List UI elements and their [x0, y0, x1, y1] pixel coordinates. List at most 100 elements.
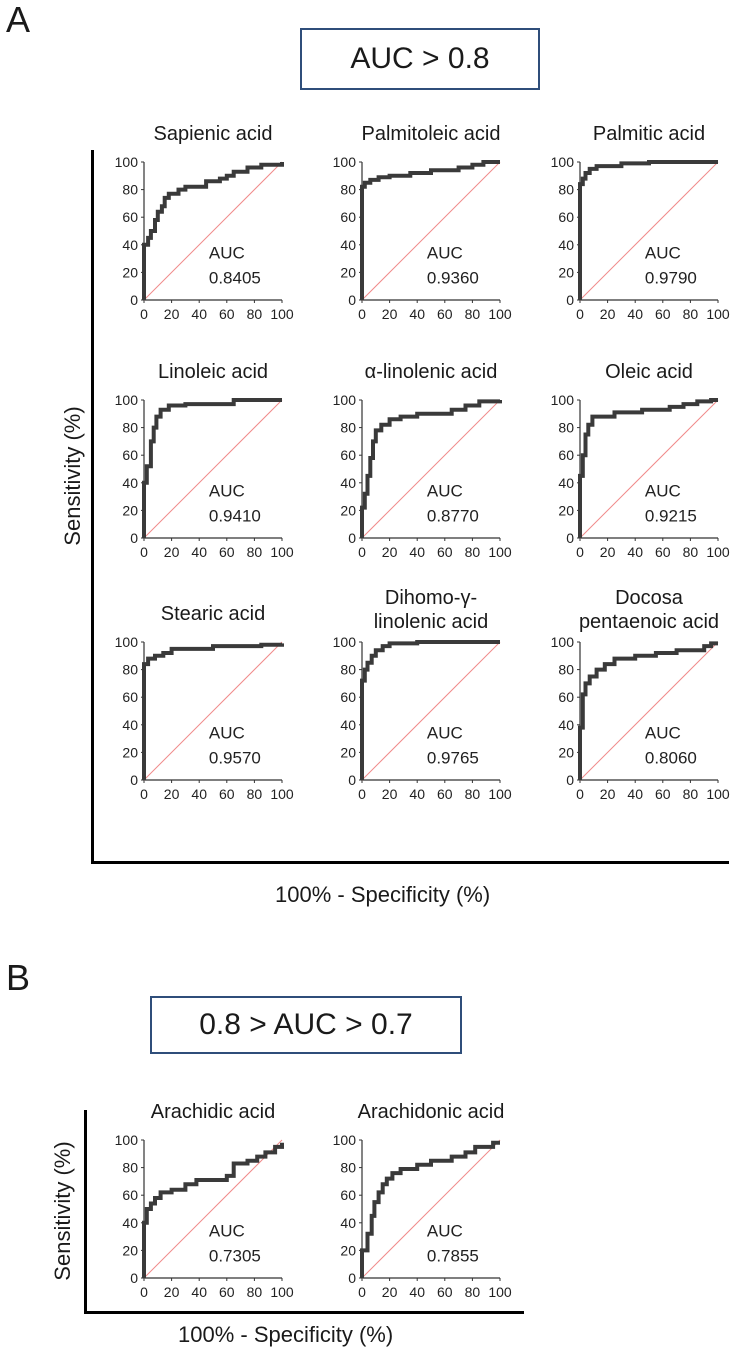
y-tick-label: 80	[340, 420, 356, 436]
y-tick-label: 20	[340, 744, 356, 760]
plot-area: 00 20 20 40 40 60 60 80 80 100 100 AUC 0.8770	[333, 392, 512, 560]
plot-area: 00 20 20 40 40 60 60 80 80 100 100 AUC 0.9765	[333, 634, 512, 802]
y-tick-label: 20	[340, 1242, 356, 1258]
auc-value: 0.9215	[645, 506, 697, 525]
x-tick-label: 100	[488, 786, 512, 802]
roc-chart: 00 20 20 40 40 60 60 80 80 100 100 AUC 0.8405	[115, 154, 294, 322]
y-tick-label: 40	[340, 1215, 356, 1231]
chart-title-line: Palmitic acid	[592, 123, 706, 145]
auc-threshold-box-b: 0.8 > AUC > 0.7	[150, 996, 462, 1054]
y-tick-label: 80	[122, 420, 138, 436]
y-tick-label: 60	[122, 689, 138, 705]
plot-area: 00 20 20 40 40 60 60 80 80 100 100 AUC 0.9410	[115, 392, 294, 560]
reference-diagonal	[361, 399, 501, 539]
y-tick-label: 40	[558, 717, 574, 733]
reference-diagonal	[143, 1139, 283, 1279]
y-tick-label: 100	[115, 634, 139, 650]
x-axis-line-b	[84, 1311, 524, 1314]
chart-title: Palmitic acid	[554, 122, 740, 146]
x-tick-label: 40	[409, 544, 425, 560]
x-tick-label: 20	[382, 544, 398, 560]
auc-label: AUC	[209, 1222, 245, 1241]
x-tick-label: 60	[219, 544, 235, 560]
chart-title: α-linolenic acid	[336, 360, 526, 384]
x-tick-label: 0	[140, 544, 148, 560]
roc-curve	[360, 1140, 500, 1278]
chart-title-line: pentaenoic acid	[578, 611, 720, 633]
auc-label: AUC	[209, 724, 245, 743]
auc-label: AUC	[427, 724, 463, 743]
panel-label-b: B	[6, 957, 31, 998]
reference-diagonal	[579, 399, 719, 539]
reference-diagonal	[361, 161, 501, 301]
x-tick-label: 60	[437, 544, 453, 560]
roc-curve	[578, 641, 718, 780]
x-tick-label: 100	[488, 544, 512, 560]
x-tick-label: 60	[655, 544, 671, 560]
x-tick-label: 0	[140, 786, 148, 802]
y-tick-label: 100	[551, 392, 575, 408]
roc-curve	[142, 398, 282, 538]
auc-label: AUC	[427, 1222, 463, 1241]
y-axis-line-a	[91, 150, 94, 864]
x-tick-label: 0	[576, 786, 584, 802]
reference-diagonal	[361, 1139, 501, 1279]
auc-label: AUC	[209, 244, 245, 263]
chart-title: Linoleic acid	[118, 360, 308, 384]
chart-title: Arachidic acid	[118, 1100, 308, 1124]
x-tick-label: 60	[219, 786, 235, 802]
auc-label: AUC	[645, 244, 681, 263]
y-tick-label: 100	[333, 154, 357, 170]
chart-title-line: Palmitoleic acid	[361, 123, 501, 145]
x-tick-label: 100	[706, 544, 730, 560]
x-tick-label: 100	[706, 306, 730, 322]
x-tick-label: 40	[627, 786, 643, 802]
x-tick-label: 60	[437, 1284, 453, 1300]
y-tick-label: 80	[122, 662, 138, 678]
x-tick-label: 40	[191, 786, 207, 802]
x-tick-label: 20	[600, 306, 616, 322]
auc-label: AUC	[427, 244, 463, 263]
y-tick-label: 80	[122, 182, 138, 198]
plot-area: 00 20 20 40 40 60 60 80 80 100 100 AUC 0.9215	[551, 392, 730, 560]
y-tick-label: 100	[333, 1132, 357, 1148]
y-tick-label: 60	[340, 209, 356, 225]
x-tick-label: 40	[409, 306, 425, 322]
chart-title-line: Arachidic acid	[150, 1101, 276, 1123]
y-tick-label: 60	[340, 447, 356, 463]
plot-area: 00 20 20 40 40 60 60 80 80 100 100 AUC 0.8405	[115, 154, 294, 322]
plot-area: 00 20 20 40 40 60 60 80 80 100 100 AUC 0.7305	[115, 1132, 294, 1300]
roc-chart: 00 20 20 40 40 60 60 80 80 100 100 AUC 0.9570	[115, 634, 294, 802]
roc-chart: 00 20 20 40 40 60 60 80 80 100 100 AUC 0.9410	[115, 392, 294, 560]
y-tick-label: 60	[558, 447, 574, 463]
chart-title-line: Oleic acid	[605, 361, 693, 383]
chart-title-line: α-linolenic acid	[364, 361, 498, 383]
x-tick-label: 20	[164, 786, 180, 802]
chart-title: Palmitoleic acid	[336, 122, 526, 146]
chart-title-line: Docosa	[615, 587, 683, 609]
y-tick-label: 60	[122, 1187, 138, 1203]
auc-value: 0.9410	[209, 506, 261, 525]
y-tick-label: 40	[340, 717, 356, 733]
x-tick-label: 100	[270, 306, 294, 322]
y-tick-label: 100	[333, 392, 357, 408]
y-tick-label: 0	[566, 530, 574, 546]
y-tick-label: 60	[122, 209, 138, 225]
chart-title-line: Arachidonic acid	[357, 1101, 505, 1123]
y-tick-label: 80	[558, 182, 574, 198]
x-tick-label: 80	[683, 306, 699, 322]
x-tick-label: 60	[437, 786, 453, 802]
panel-label-a: A	[6, 0, 31, 40]
chart-title-line: Sapienic acid	[153, 123, 273, 145]
roc-curve	[360, 160, 500, 300]
x-tick-label: 80	[465, 306, 481, 322]
y-tick-label: 40	[558, 237, 574, 253]
x-tick-label: 20	[164, 306, 180, 322]
y-tick-label: 100	[115, 1132, 139, 1148]
y-tick-label: 60	[340, 689, 356, 705]
y-tick-label: 0	[130, 1270, 138, 1286]
plot-area: 00 20 20 40 40 60 60 80 80 100 100 AUC 0.9360	[333, 154, 512, 322]
roc-chart: 00 20 20 40 40 60 60 80 80 100 100 AUC 0.9360	[333, 154, 512, 322]
reference-diagonal	[143, 399, 283, 539]
y-tick-label: 20	[558, 264, 574, 280]
